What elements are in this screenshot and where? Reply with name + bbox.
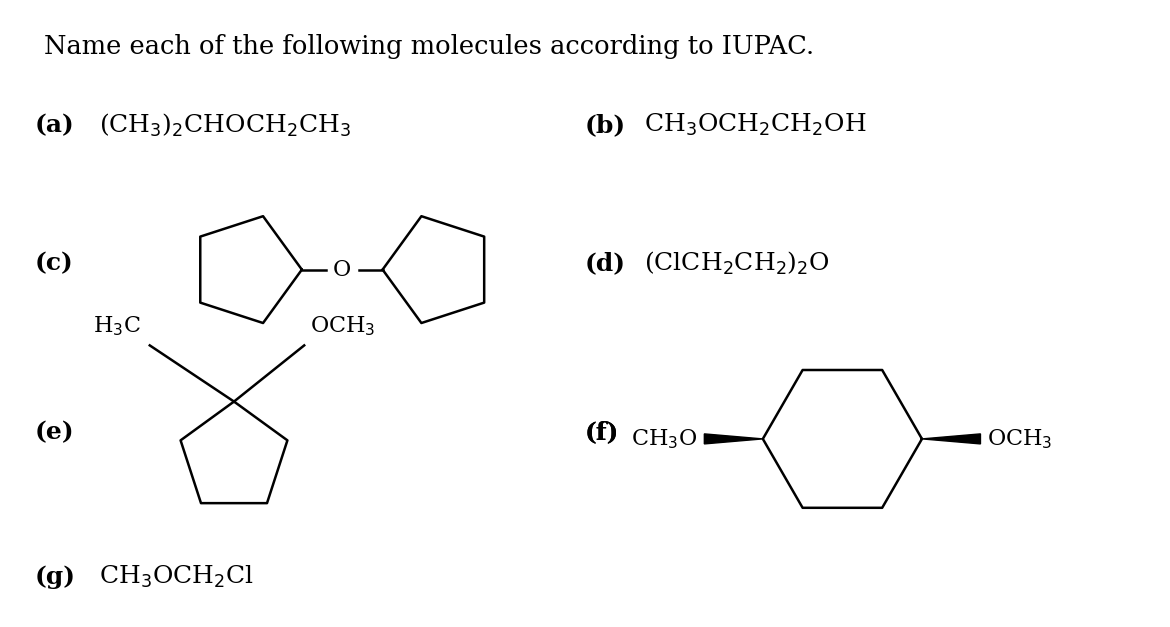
Text: (c): (c) [35,251,74,275]
Text: (f): (f) [585,421,619,445]
Text: H$_3$C: H$_3$C [92,314,140,338]
Text: O: O [333,258,351,281]
Text: OCH$_3$: OCH$_3$ [310,314,376,338]
Text: CH$_3$OCH$_2$CH$_2$OH: CH$_3$OCH$_2$CH$_2$OH [644,112,866,139]
Text: (f): (f) [585,421,619,445]
Text: CH$_3$O: CH$_3$O [631,427,697,451]
Text: (e): (e) [35,421,75,445]
Text: (ClCH$_2$CH$_2$)$_2$O: (ClCH$_2$CH$_2$)$_2$O [644,250,830,277]
Polygon shape [922,434,980,444]
Polygon shape [704,434,763,444]
Text: (d): (d) [585,251,626,275]
Text: (g): (g) [35,565,76,589]
Text: Name each of the following molecules according to IUPAC.: Name each of the following molecules acc… [44,34,814,60]
Text: OCH$_3$: OCH$_3$ [987,427,1053,451]
Text: (a): (a) [35,113,75,137]
Text: CH$_3$OCH$_2$Cl: CH$_3$OCH$_2$Cl [99,564,254,590]
Text: (b): (b) [585,113,626,137]
Text: (CH$_3$)$_2$CHOCH$_2$CH$_3$: (CH$_3$)$_2$CHOCH$_2$CH$_3$ [99,112,351,139]
